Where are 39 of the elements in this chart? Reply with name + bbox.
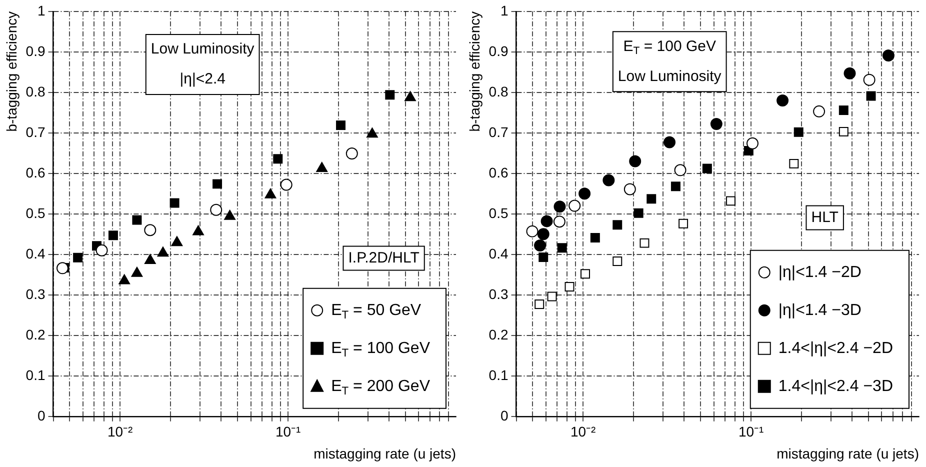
y-tick-label: 0.3: [488, 286, 508, 302]
x-axis-title: mistagging rate (u jets): [776, 445, 919, 462]
legend-label: |η|<1.4 −3D: [778, 302, 862, 319]
y-tick-label: 0.4: [26, 245, 46, 262]
y-tick-label: 0.3: [26, 286, 46, 302]
y-tick-label: 1: [500, 2, 508, 18]
x-tick-label: 10⁻²: [570, 424, 596, 440]
annotation: |η|<2.4: [180, 70, 226, 88]
annotation: Low Luminosity: [150, 40, 255, 58]
y-tick-label: 0.4: [488, 245, 508, 262]
legend-label: |η|<1.4 −2D: [778, 264, 862, 281]
annotation: Low Luminosity: [618, 68, 722, 85]
y-tick-label: 0.7: [488, 124, 508, 140]
y-tick-label: 0.8: [488, 83, 508, 100]
y-tick-label: 0.6: [26, 164, 46, 180]
x-tick-label: 10⁻¹: [738, 424, 764, 440]
y-tick-label: 0: [500, 407, 508, 424]
y-tick-label: 0.1: [26, 366, 46, 383]
legend-label: 1.4<|η|<2.4 −3D: [778, 378, 893, 395]
y-tick-label: 0: [37, 407, 46, 424]
x-tick-label: 10⁻²: [107, 424, 134, 440]
y-tick-label: 0.9: [26, 42, 46, 59]
annotation: HLT: [811, 208, 838, 226]
y-tick-label: 0.7: [26, 124, 46, 140]
annotation: I.P.2D/HLT: [348, 249, 420, 266]
y-tick-label: 0.8: [26, 83, 46, 100]
y-tick-label: 0.5: [488, 204, 508, 221]
x-tick-label: 10⁻¹: [275, 424, 302, 440]
y-tick-label: 0.2: [488, 326, 508, 342]
legend-label: 1.4<|η|<2.4 −2D: [778, 340, 893, 357]
y-tick-label: 0.9: [488, 42, 508, 59]
y-tick-label: 0.5: [26, 204, 46, 221]
y-tick-label: 0.6: [488, 164, 508, 180]
y-tick-label: 0.1: [488, 366, 508, 383]
x-axis-title: mistagging rate (u jets): [314, 445, 456, 462]
y-tick-label: 1: [37, 2, 46, 18]
y-tick-label: 0.2: [26, 326, 46, 342]
y-axis-title: b-tagging efficiency: [466, 11, 482, 132]
y-axis-title: b-tagging efficiency: [3, 11, 20, 132]
